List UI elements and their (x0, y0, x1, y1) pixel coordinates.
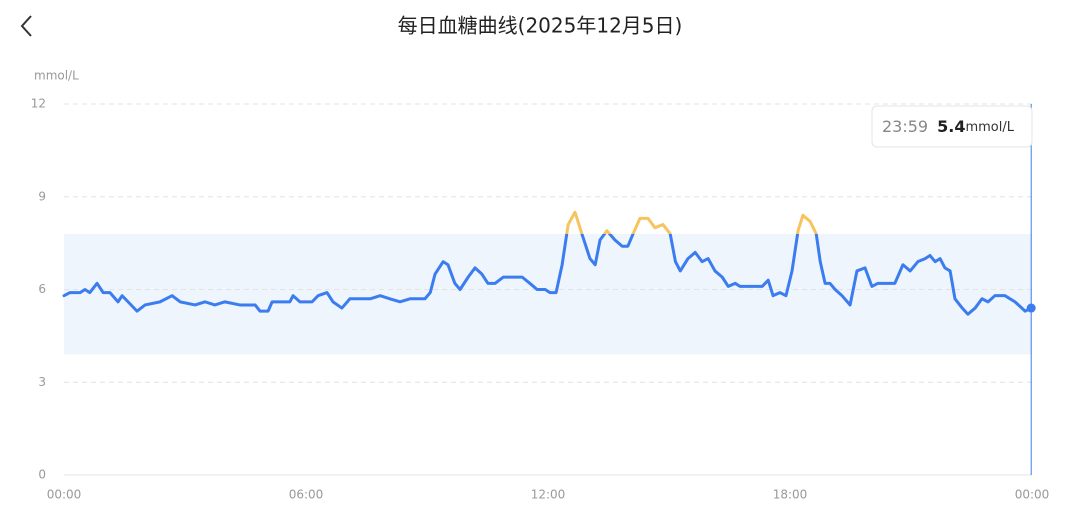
tooltip-unit: mmol/L (965, 120, 1014, 135)
tooltip-time: 23:59 (882, 117, 928, 136)
glucose-line (62, 210, 1033, 316)
x-tick-label: 18:00 (773, 488, 808, 502)
chart-title: 每日血糖曲线(2025年12月5日) (398, 14, 683, 38)
tooltip-box (871, 105, 1033, 148)
back-button[interactable] (20, 15, 32, 37)
y-tick-label: 6 (38, 282, 46, 296)
x-tick-label: 00:00 (47, 488, 82, 502)
tooltip-value: 5.4 (937, 117, 965, 136)
x-tick-label: 12:00 (531, 488, 566, 502)
y-tick-label: 9 (38, 189, 46, 203)
target-range-band (64, 233, 1032, 355)
y-axis-unit: mmol/L (34, 69, 79, 83)
y-tick-label: 3 (38, 375, 46, 389)
tooltip-text: 23:59 5.4mmol/L (882, 117, 1015, 136)
x-tick-label: 00:00 (1015, 488, 1050, 502)
cursor-point (1026, 303, 1036, 313)
y-tick-label: 0 (38, 468, 46, 482)
y-tick-label: 12 (31, 97, 46, 111)
x-tick-label: 06:00 (289, 488, 324, 502)
